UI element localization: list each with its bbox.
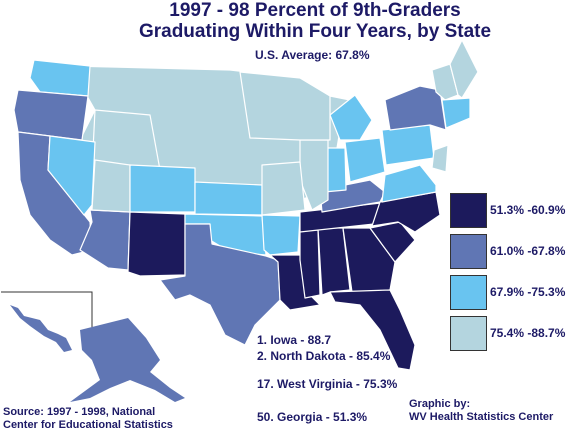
source-line-2: Center for Educational Statistics bbox=[3, 419, 173, 431]
state-pa bbox=[381, 124, 435, 166]
state-ut bbox=[91, 159, 131, 213]
credit-line-2: WV Health Statistics Center bbox=[409, 411, 554, 423]
legend-label: 67.9% -75.3% bbox=[490, 285, 566, 299]
ranking-item: 50. Georgia - 51.3% bbox=[257, 410, 368, 424]
source-line-1: Source: 1997 - 1998, National bbox=[3, 406, 156, 418]
legend-swatch bbox=[450, 316, 487, 351]
state-fl bbox=[329, 289, 416, 371]
title-line-2: Graduating Within Four Years, by State bbox=[138, 21, 492, 42]
state-nv bbox=[47, 135, 96, 216]
state-ny bbox=[384, 85, 447, 131]
state-hi bbox=[10, 305, 72, 352]
legend-swatch bbox=[450, 234, 487, 269]
state-tx bbox=[159, 223, 281, 346]
state-va bbox=[381, 164, 437, 203]
legend-label: 61.0% -67.8% bbox=[490, 244, 566, 258]
state-co bbox=[129, 164, 196, 213]
rankings: 1. Iowa - 88.7 2. North Dakota - 85.4% 1… bbox=[257, 332, 397, 392]
state-ak bbox=[70, 318, 185, 402]
legend-label: 51.3% -60.9% bbox=[490, 203, 566, 217]
state-nj-md bbox=[431, 144, 449, 173]
state-ma-ct bbox=[441, 97, 471, 129]
title-line-1: 1997 - 98 Percent of 9th-Graders bbox=[169, 0, 461, 21]
page-title: 1997 - 98 Percent of 9th-Graders Graduat… bbox=[100, 0, 530, 42]
state-wa bbox=[29, 59, 91, 97]
legend-item: 51.3% -60.9% bbox=[450, 193, 580, 234]
ranking-item: 1. Iowa - 88.7 bbox=[257, 333, 332, 347]
state-vt-nh bbox=[431, 63, 459, 101]
source-note: Source: 1997 - 1998, National Center for… bbox=[3, 406, 203, 432]
legend-swatch bbox=[450, 193, 487, 228]
state-ga bbox=[342, 227, 396, 293]
ranking-item: 17. West Virginia - 75.3% bbox=[257, 377, 398, 391]
state-mi bbox=[329, 94, 373, 141]
credit-line-1: Graphic by: bbox=[409, 398, 471, 410]
state-me bbox=[449, 39, 479, 99]
legend-item: 75.4% -88.7% bbox=[450, 316, 580, 357]
legend-label: 75.4% -88.7% bbox=[490, 326, 566, 340]
legend-item: 61.0% -67.8% bbox=[450, 234, 580, 275]
state-sc bbox=[369, 221, 416, 263]
legend: 51.3% -60.9% 61.0% -67.8% 67.9% -75.3% 7… bbox=[450, 193, 580, 357]
us-average-label: U.S. Average: 67.8% bbox=[255, 48, 370, 62]
state-ks bbox=[194, 181, 263, 216]
legend-item: 67.9% -75.3% bbox=[450, 275, 580, 316]
legend-swatch bbox=[450, 275, 487, 310]
ranking-item: 2. North Dakota - 85.4% bbox=[257, 349, 391, 363]
state-ar bbox=[261, 214, 301, 256]
state-mn-wi bbox=[239, 71, 331, 141]
state-oh bbox=[344, 137, 386, 183]
state-nm bbox=[127, 211, 186, 277]
state-mo bbox=[261, 161, 306, 216]
graphic-credit: Graphic by: WV Health Statistics Center bbox=[409, 398, 553, 424]
